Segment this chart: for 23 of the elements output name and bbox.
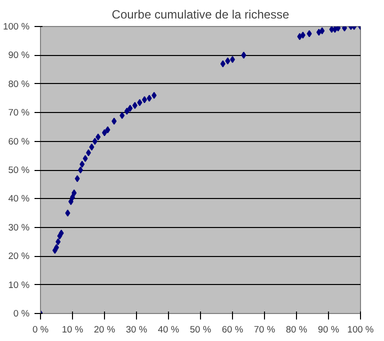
y-tick-label: 0 %: [13, 308, 30, 318]
x-tick-label: 100 %: [347, 324, 374, 334]
x-tick-label: 70 %: [254, 324, 276, 334]
y-tick-label: 50 %: [8, 165, 30, 175]
y-tick-label: 70 %: [8, 108, 30, 118]
y-tick-label: 100 %: [3, 22, 30, 32]
x-tick-label: 30 %: [126, 324, 148, 334]
y-tick-label: 20 %: [8, 251, 30, 262]
y-tick-label: 30 %: [8, 222, 30, 232]
chart-title: Courbe cumulative de la richesse: [112, 8, 290, 22]
y-tick-label: 80 %: [8, 78, 30, 89]
x-tick-label: 0 %: [32, 324, 49, 334]
y-tick-label: 90 %: [8, 50, 30, 60]
x-tick-label: 50 %: [190, 324, 212, 334]
y-tick-label: 10 %: [8, 280, 30, 290]
x-tick-label: 10 %: [62, 324, 84, 334]
x-tick-label: 90 %: [318, 324, 340, 334]
x-tick-label: 80 %: [286, 324, 308, 334]
y-tick-label: 60 %: [8, 136, 30, 146]
x-tick-label: 40 %: [158, 324, 180, 334]
x-tick-label: 60 %: [222, 324, 244, 334]
y-tick-label: 40 %: [8, 194, 30, 204]
x-tick-label: 20 %: [94, 324, 116, 334]
